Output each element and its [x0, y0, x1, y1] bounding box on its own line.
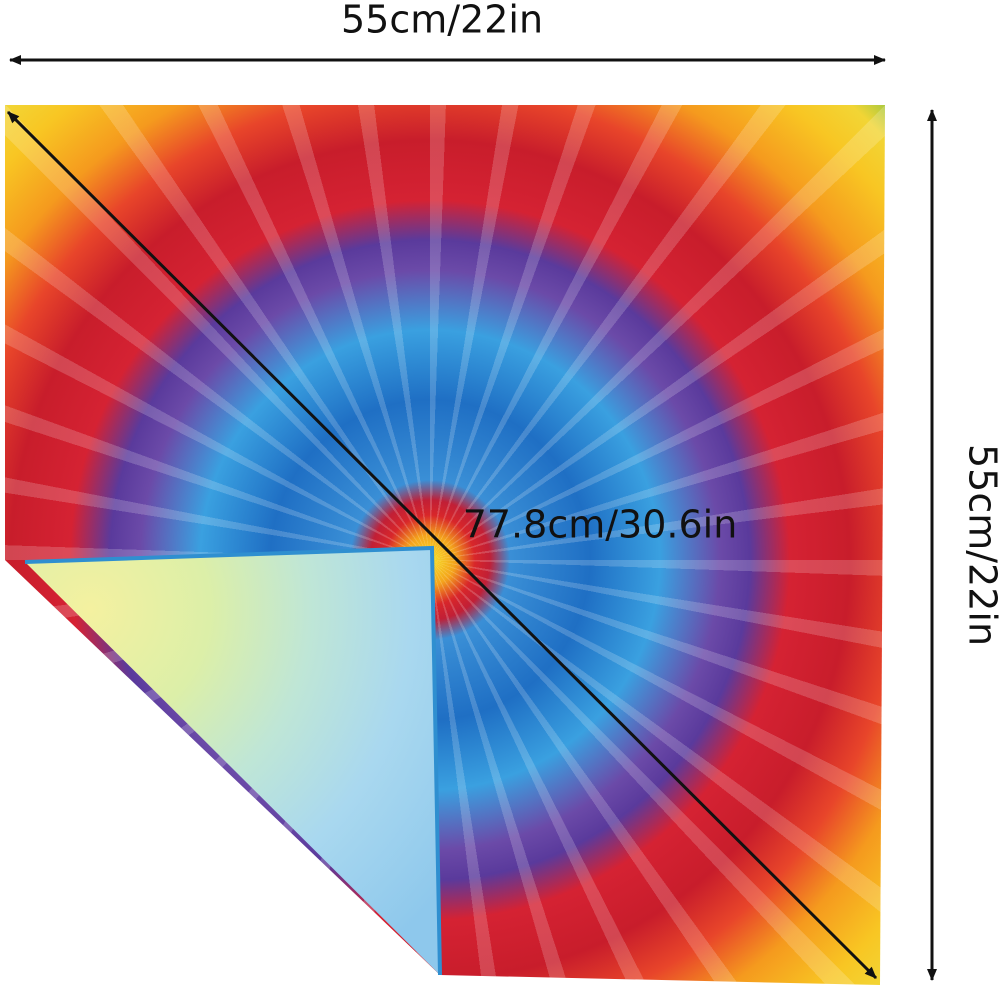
diagonal-arrow: [6, 110, 878, 980]
height-label: 55cm/22in: [961, 444, 1000, 646]
diagonal-label: 77.8cm/30.6in: [463, 503, 738, 547]
width-label: 55cm/22in: [341, 0, 543, 42]
fold-edge: [24, 545, 442, 976]
